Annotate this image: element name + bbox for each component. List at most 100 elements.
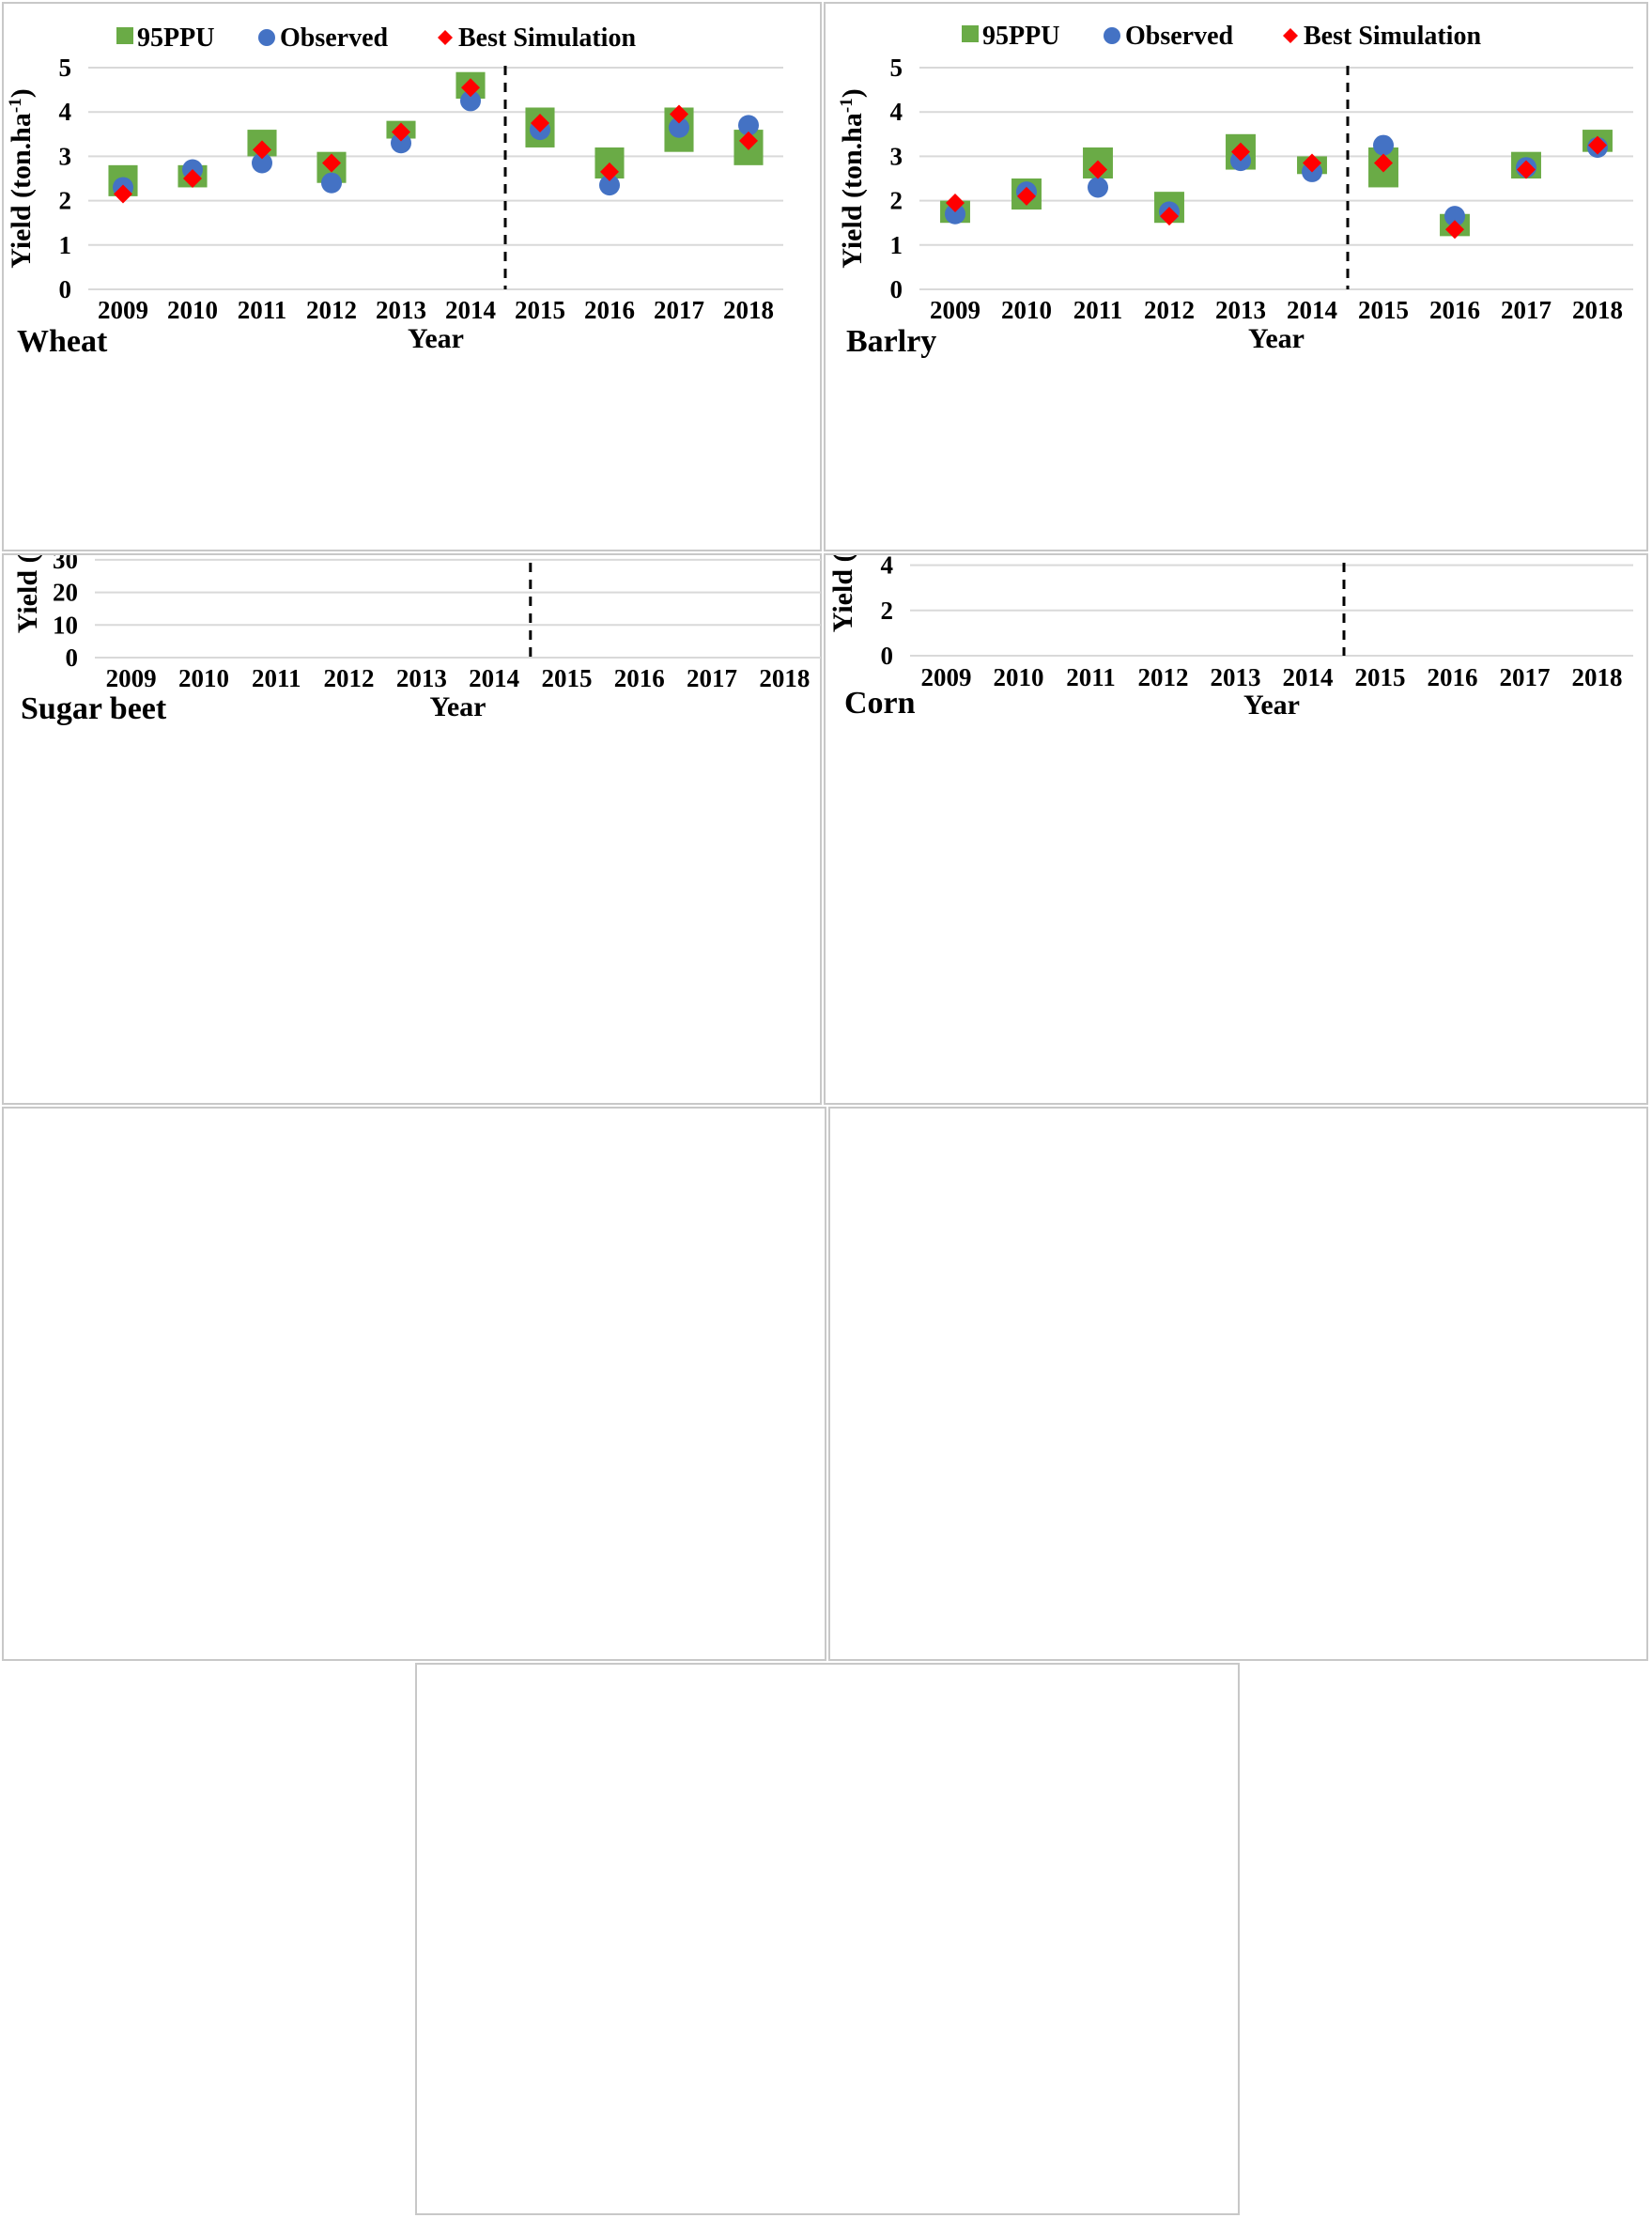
- best-sim-point-2012: [1160, 207, 1179, 226]
- y-tick-label: 2: [881, 597, 894, 625]
- x-tick-label: 2018: [759, 664, 810, 692]
- x-tick-label: 2010: [167, 296, 218, 324]
- crop-label: Corn: [844, 686, 916, 721]
- panel-apple: 0369121518212009201020112012201320142015…: [828, 1107, 1648, 1661]
- best-sim-point-2014: [461, 78, 480, 98]
- best-sim-point-2010: [1017, 186, 1036, 206]
- x-tick-label: 2012: [1144, 296, 1195, 324]
- x-tick-label: 2009: [921, 663, 972, 691]
- x-tick-label: 2012: [1138, 663, 1189, 691]
- x-tick-label: 2014: [445, 296, 496, 324]
- legend-best-label: Best Simulation: [1304, 22, 1481, 51]
- x-tick-label: 2015: [515, 296, 565, 324]
- legend-observed-swatch: [258, 29, 275, 46]
- x-tick-label: 2013: [376, 296, 426, 324]
- observed-point-2012: [321, 172, 342, 194]
- x-tick-label: 2014: [469, 664, 519, 692]
- y-tick-label: 0: [890, 275, 903, 303]
- best-sim-point-2010: [183, 169, 202, 188]
- legend-best-swatch: [1283, 28, 1298, 43]
- x-tick-label: 2010: [178, 664, 229, 692]
- chart-alfalfa: 0246810122009201020112012201320142015201…: [4, 1109, 828, 1663]
- y-axis-title: Yield (ton.ha-1): [6, 88, 37, 268]
- panel-corn: 0246810200920102011201220132014201520162…: [824, 553, 1648, 1105]
- x-tick-label: 2017: [687, 664, 737, 692]
- y-tick-label: 2: [890, 187, 903, 215]
- observed-point-2013: [391, 132, 411, 154]
- legend-observed-label: Observed: [280, 23, 389, 53]
- y-tick-label: 4: [59, 98, 72, 126]
- x-tick-label: 2017: [1500, 663, 1551, 691]
- y-tick-label: 30: [53, 555, 78, 574]
- legend-ppu-swatch: [116, 27, 133, 44]
- best-sim-point-2016: [600, 162, 619, 181]
- y-tick-label: 3: [59, 142, 72, 170]
- x-tick-label: 2016: [1429, 296, 1480, 324]
- panel-wheat: 0 1 2 3 4 5 2009 2010 2011 2012 2013 2014 2015 2016 20…: [2, 2, 822, 551]
- best-sim-point-2014: [1303, 153, 1321, 173]
- x-tick-label: 2016: [584, 296, 635, 324]
- y-tick-label: 3: [890, 142, 903, 170]
- legend-observed-swatch: [1104, 27, 1120, 44]
- chart-barlry: 0 1 2 3 4 5 2009 2010 2011 2012 2013 2014 2015 2016 20…: [837, 22, 1633, 359]
- chart-grape: 0246810121420092010201120122013201420152…: [417, 1665, 1242, 2217]
- x-tick-label: 2017: [1501, 296, 1552, 324]
- y-tick-label: 2: [59, 187, 72, 215]
- best-sim-point-2015: [1374, 153, 1393, 173]
- x-tick-label: 2013: [396, 664, 447, 692]
- y-tick-label: 10: [53, 611, 78, 639]
- y-tick-label: 0: [59, 275, 72, 303]
- x-tick-label: 2013: [1215, 296, 1266, 324]
- legend-best-label: Best Simulation: [458, 23, 636, 53]
- best-sim-point-2018: [1588, 135, 1607, 155]
- crop-label: Wheat: [17, 324, 108, 359]
- crop-label: Sugar beet: [21, 691, 167, 726]
- best-sim-point-2009: [114, 184, 132, 204]
- x-axis-title: Year: [1248, 323, 1305, 354]
- observed-point-2014: [460, 90, 481, 112]
- x-tick-label: 2013: [1211, 663, 1261, 691]
- x-tick-label: 2016: [1428, 663, 1478, 691]
- x-tick-label: 2017: [654, 296, 704, 324]
- legend: 95PPU Observed Best Simulation: [962, 22, 1481, 51]
- x-tick-label: 2014: [1283, 663, 1334, 691]
- x-axis-title: Year: [1243, 690, 1300, 721]
- x-tick-label: 2010: [994, 663, 1044, 691]
- legend-ppu-label: 95PPU: [982, 22, 1059, 51]
- x-tick-label: 2012: [324, 664, 375, 692]
- chart-sugar-beet: 0102030405060702009201020112012201320142…: [12, 555, 821, 726]
- x-axis-title: Year: [408, 323, 464, 354]
- x-tick-label: 2015: [541, 664, 592, 692]
- chart-corn: 0246810200920102011201220132014201520162…: [827, 555, 1633, 721]
- x-tick-label: 2009: [106, 664, 157, 692]
- best-sim-point-2012: [322, 153, 341, 173]
- best-sim-point-2016: [1445, 220, 1464, 240]
- x-tick-label: 2010: [1001, 296, 1052, 324]
- x-tick-label: 2018: [1572, 663, 1623, 691]
- panel-sugar-beet: 0102030405060702009201020112012201320142…: [2, 553, 822, 1105]
- best-sim-point-2013: [1231, 142, 1250, 162]
- y-tick-label: 4: [890, 98, 903, 126]
- best-sim-point-2011: [253, 140, 271, 160]
- y-tick-label: 0: [66, 644, 79, 672]
- observed-point-2017: [669, 116, 689, 138]
- chart-apple: 0369121518212009201020112012201320142015…: [830, 1109, 1650, 1663]
- x-tick-label: 2009: [930, 296, 980, 324]
- best-sim-point-2017: [670, 104, 688, 124]
- legend-best-swatch: [438, 30, 453, 45]
- y-tick-label: 4: [881, 555, 894, 580]
- x-tick-label: 2015: [1358, 296, 1409, 324]
- x-tick-label: 2011: [238, 296, 287, 324]
- y-axis-title: Yield (ton.ha-1): [837, 88, 868, 268]
- panel-grape: 0246810121420092010201120122013201420152…: [415, 1663, 1240, 2215]
- x-tick-label: 2012: [306, 296, 357, 324]
- y-tick-label: 0: [881, 642, 894, 670]
- best-sim-point-2009: [946, 193, 965, 212]
- panel-alfalfa: 0246810122009201020112012201320142015201…: [2, 1107, 826, 1661]
- y-tick-label: 1: [890, 231, 903, 259]
- legend-ppu-label: 95PPU: [137, 23, 214, 53]
- best-sim-point-2013: [392, 122, 410, 142]
- x-axis-title: Year: [430, 691, 486, 722]
- legend-ppu-swatch: [962, 25, 979, 42]
- best-sim-point-2011: [1088, 160, 1107, 179]
